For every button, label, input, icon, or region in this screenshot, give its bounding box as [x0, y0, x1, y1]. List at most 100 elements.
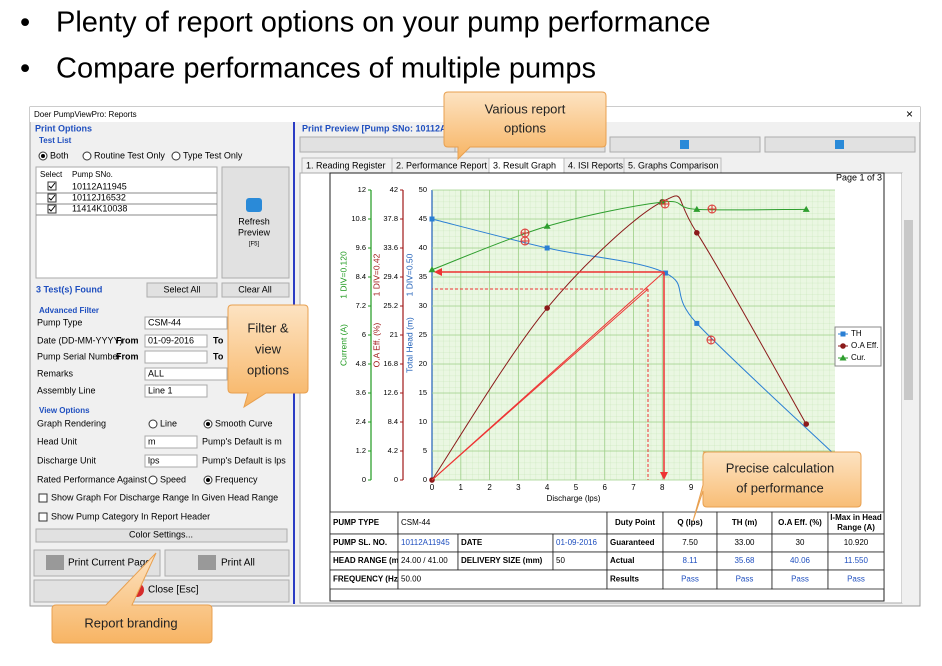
y-axis-div: 1 DIV=0.120: [338, 251, 348, 299]
table-text: 33.00: [734, 538, 755, 547]
table-text: PUMP SL. NO.: [333, 538, 387, 547]
table-text: Pass: [736, 575, 754, 584]
y-tick-label: 0: [423, 475, 427, 484]
duty-lines: [431, 199, 717, 481]
table-text: CSM-44: [401, 518, 431, 527]
close-button[interactable]: [33, 579, 290, 603]
field-label: Head Unit: [37, 436, 78, 446]
table-text: TH (m): [732, 518, 758, 527]
point: [543, 222, 551, 229]
callout-text: options: [247, 362, 289, 377]
y-tick-label: 4.8: [356, 359, 366, 368]
y-tick-label: 33.6: [383, 243, 398, 252]
callout: Precise calculation of performance: [692, 451, 862, 522]
input[interactable]: [144, 367, 228, 381]
field-note: Pump's Default is lps: [202, 455, 286, 465]
field-label: Graph Rendering: [37, 418, 106, 428]
x-tick-label: 7: [631, 483, 636, 492]
preview-title: Print Preview [Pump SNo: 10112A11945]: [302, 123, 474, 133]
radio-label: Routine Test Only: [94, 150, 165, 160]
table-header: Select: [40, 170, 63, 179]
tab-label: 5. Graphs Comparison: [628, 160, 719, 170]
series-line: [431, 201, 807, 271]
y-tick-label: 50: [419, 185, 427, 194]
x-tick-label: 0: [430, 483, 435, 492]
table-text: 24.00 / 41.00: [401, 556, 448, 565]
y-tick-label: 37.8: [383, 214, 398, 223]
found-count: 3 Test(s) Found: [36, 284, 102, 294]
input[interactable]: [144, 350, 208, 364]
tab-label: 3. Result Graph: [493, 160, 556, 170]
checkbox[interactable]: [38, 493, 48, 503]
table-text: 30: [796, 538, 805, 547]
legend-label: O.A Eff.: [851, 341, 878, 350]
field-value: CSM-44: [148, 317, 181, 327]
callout-shape: [692, 451, 862, 522]
report-table: PUMP TYPE CSM-44 Duty Point Q (lps) TH (m) O.…: [329, 511, 885, 590]
y-tick-label: 9.6: [356, 243, 366, 252]
refresh-button[interactable]: [221, 166, 290, 279]
y-tick-label: 21: [390, 330, 398, 339]
point: [803, 421, 810, 427]
table-text: DELIVERY SIZE (mm): [461, 556, 543, 565]
y-tick-label: 4.2: [388, 446, 398, 455]
radio-label: Both: [50, 150, 69, 160]
scroll-thumb[interactable]: [904, 220, 913, 400]
radio[interactable]: [148, 475, 158, 485]
y-axis-label: O.A Eff. (%): [371, 322, 381, 367]
nav-icon: [835, 140, 844, 149]
radio-dot: [206, 422, 210, 426]
field-label: To: [213, 335, 224, 345]
x-tick-label: 3: [516, 483, 521, 492]
check: [48, 182, 56, 189]
close-icon[interactable]: ×: [906, 107, 913, 121]
color-settings-button[interactable]: [35, 528, 288, 543]
y-tick-label: 5: [423, 446, 427, 455]
checkbox-label: Show Pump Category In Report Header: [51, 511, 210, 521]
x-tick-label: 1: [459, 483, 464, 492]
radio[interactable]: [82, 151, 92, 161]
y-tick-label: 10: [419, 417, 427, 426]
table-text: Pass: [847, 575, 865, 584]
table-text: DATE: [461, 538, 483, 547]
table-text: 11.550: [844, 556, 868, 565]
button-label: Select All: [163, 284, 200, 294]
button-label: Color Settings...: [129, 529, 193, 539]
radio-label: Frequency: [215, 474, 258, 484]
select[interactable]: [144, 384, 208, 398]
y-tick-label: 15: [419, 388, 427, 397]
select-all-button[interactable]: [146, 282, 218, 298]
table-text: HEAD RANGE (m): [333, 556, 402, 565]
nav-button[interactable]: [299, 136, 456, 153]
callout: Filter & view options: [227, 304, 309, 409]
callout-text: view: [255, 341, 282, 356]
test-table: [35, 166, 218, 279]
table-text: I-Max in Head: [830, 513, 882, 522]
point: [693, 205, 701, 212]
select[interactable]: [144, 316, 228, 330]
y-tick-label: 1.2: [356, 446, 366, 455]
date-input[interactable]: [144, 334, 208, 348]
select[interactable]: [144, 454, 198, 468]
x-tick-label: 9: [689, 483, 694, 492]
y-tick-label: 2.4: [356, 417, 366, 426]
callout-text: options: [504, 120, 546, 135]
print-all-button[interactable]: [164, 549, 290, 577]
radio[interactable]: [148, 419, 158, 429]
table-text: 50: [556, 556, 565, 565]
table-text: Results: [610, 575, 639, 584]
y-tick-label: 45: [419, 214, 427, 223]
bullet-dot: •: [20, 53, 30, 85]
point: [662, 270, 668, 276]
clear-all-button[interactable]: [221, 282, 290, 298]
table-text: 10112A11945: [401, 538, 450, 547]
callout-text: Various report: [485, 101, 566, 116]
bullet-dot: •: [20, 7, 30, 39]
tabs: 1. Reading Register 2. Performance Report…: [301, 157, 722, 174]
field-note: Pump's Default is m: [202, 436, 282, 446]
table-text: Actual: [610, 556, 634, 565]
callout-shape: [443, 91, 607, 161]
checkbox[interactable]: [38, 512, 48, 522]
select[interactable]: [144, 435, 198, 449]
radio[interactable]: [171, 151, 181, 161]
